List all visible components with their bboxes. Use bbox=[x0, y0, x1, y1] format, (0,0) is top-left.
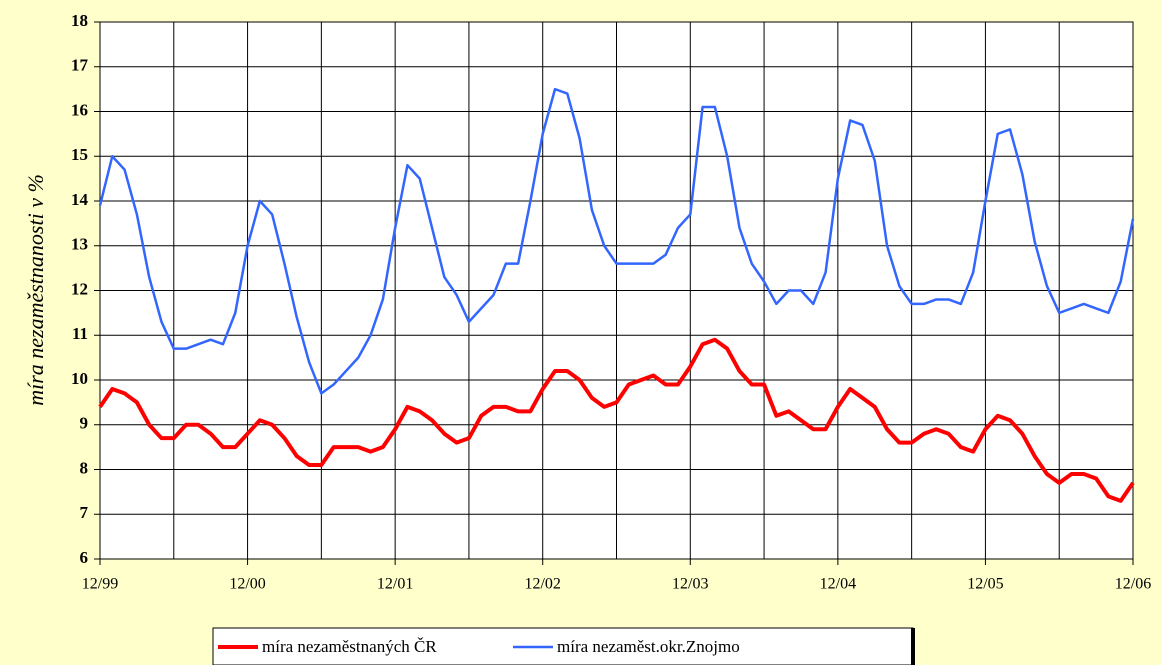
y-tick-label: 9 bbox=[80, 414, 89, 433]
x-tick-label: 12/03 bbox=[672, 576, 708, 593]
series-line bbox=[98, 87, 1135, 395]
plot-border bbox=[99, 21, 1134, 560]
x-tick-label: 12/99 bbox=[82, 576, 118, 593]
y-tick-label: 11 bbox=[72, 324, 88, 343]
x-tick-label: 12/00 bbox=[229, 576, 265, 593]
x-tick-label: 12/04 bbox=[820, 576, 856, 593]
y-tick-label: 16 bbox=[71, 100, 88, 119]
legend-label: míra nezaměst.okr.Znojmo bbox=[557, 637, 740, 656]
x-tick-label: 12/05 bbox=[967, 576, 1003, 593]
y-tick-label: 12 bbox=[71, 279, 88, 298]
x-tick-label: 12/02 bbox=[524, 576, 560, 593]
x-tick-label: 12/01 bbox=[377, 576, 413, 593]
y-tick-label: 6 bbox=[80, 548, 89, 567]
legend bbox=[212, 627, 914, 665]
y-tick-label: 15 bbox=[71, 145, 88, 164]
y-tick-label: 14 bbox=[71, 190, 89, 209]
y-tick-label: 10 bbox=[71, 369, 88, 388]
y-axis-label: míra nezaměstnanosti v % bbox=[23, 174, 48, 406]
y-tick-label: 18 bbox=[71, 11, 88, 30]
y-tick-label: 8 bbox=[80, 458, 89, 477]
y-tick-label: 13 bbox=[71, 235, 88, 254]
y-tick-label: 7 bbox=[80, 503, 89, 522]
series-line bbox=[98, 337, 1135, 503]
x-tick-label: 12/06 bbox=[1115, 576, 1151, 593]
y-tick-label: 17 bbox=[71, 56, 89, 75]
legend-label: míra nezaměstnaných ČR bbox=[262, 637, 437, 656]
